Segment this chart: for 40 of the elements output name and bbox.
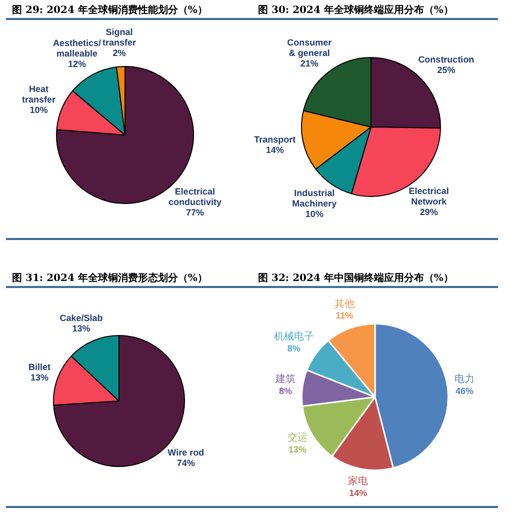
data-label: 11% (336, 310, 354, 321)
data-label: 13% (288, 444, 306, 454)
data-label: 10% (30, 105, 48, 116)
data-label: 13% (72, 324, 90, 334)
slice-label: Industrial Machinery (292, 188, 337, 208)
slice-label: Electrical Network (408, 186, 449, 207)
slice-label: 其他 (334, 298, 354, 310)
data-label: 29% (420, 207, 438, 218)
data-label: 12% (68, 58, 86, 69)
data-label: 21% (300, 58, 318, 69)
data-label: 25% (437, 65, 456, 76)
data-label: 8% (287, 343, 300, 354)
data-label: 8% (278, 386, 292, 396)
slice-label: 机械电子 (274, 330, 314, 342)
slice-label: 家电 (348, 475, 368, 488)
slice-label: Cake/Slab (60, 313, 104, 324)
data-label: 13% (30, 372, 48, 382)
data-label: 46% (456, 386, 474, 396)
chart-title: 图 32: 2024 年中国铜终端应用分布（%） (250, 272, 498, 288)
slice-label: Billet (28, 362, 50, 372)
slice-label: Construction (418, 54, 474, 65)
slice-label: Signal transfer (102, 26, 136, 48)
data-label: 10% (305, 208, 324, 219)
data-label: 74% (176, 458, 195, 468)
data-label: 2% (112, 48, 126, 58)
slice-label: Aesthetics/malleable (53, 38, 102, 58)
data-label: 77% (186, 208, 204, 218)
slice-label: Electrical conductivity (168, 186, 222, 208)
chart-title: 图 31: 2024 年全球铜消费形态划分（%） (6, 272, 258, 288)
chart-title: 图 30: 2024 年全球铜终端应用分布（%） (250, 4, 498, 20)
slice-label: Heat transfer (22, 84, 56, 105)
slice-label: Wire rod (168, 448, 204, 458)
slice-label: 交运 (287, 432, 308, 444)
slice-label: 建筑 (274, 373, 296, 386)
slice-label: Consumer & general (287, 38, 332, 58)
chart-title: 图 29: 2024 年全球铜消费性能划分（%） (6, 4, 258, 20)
slice-label: 电力 (454, 373, 475, 386)
slice-label: Transport (254, 134, 296, 144)
data-label: 14% (349, 488, 368, 498)
data-label: 14% (266, 144, 284, 155)
